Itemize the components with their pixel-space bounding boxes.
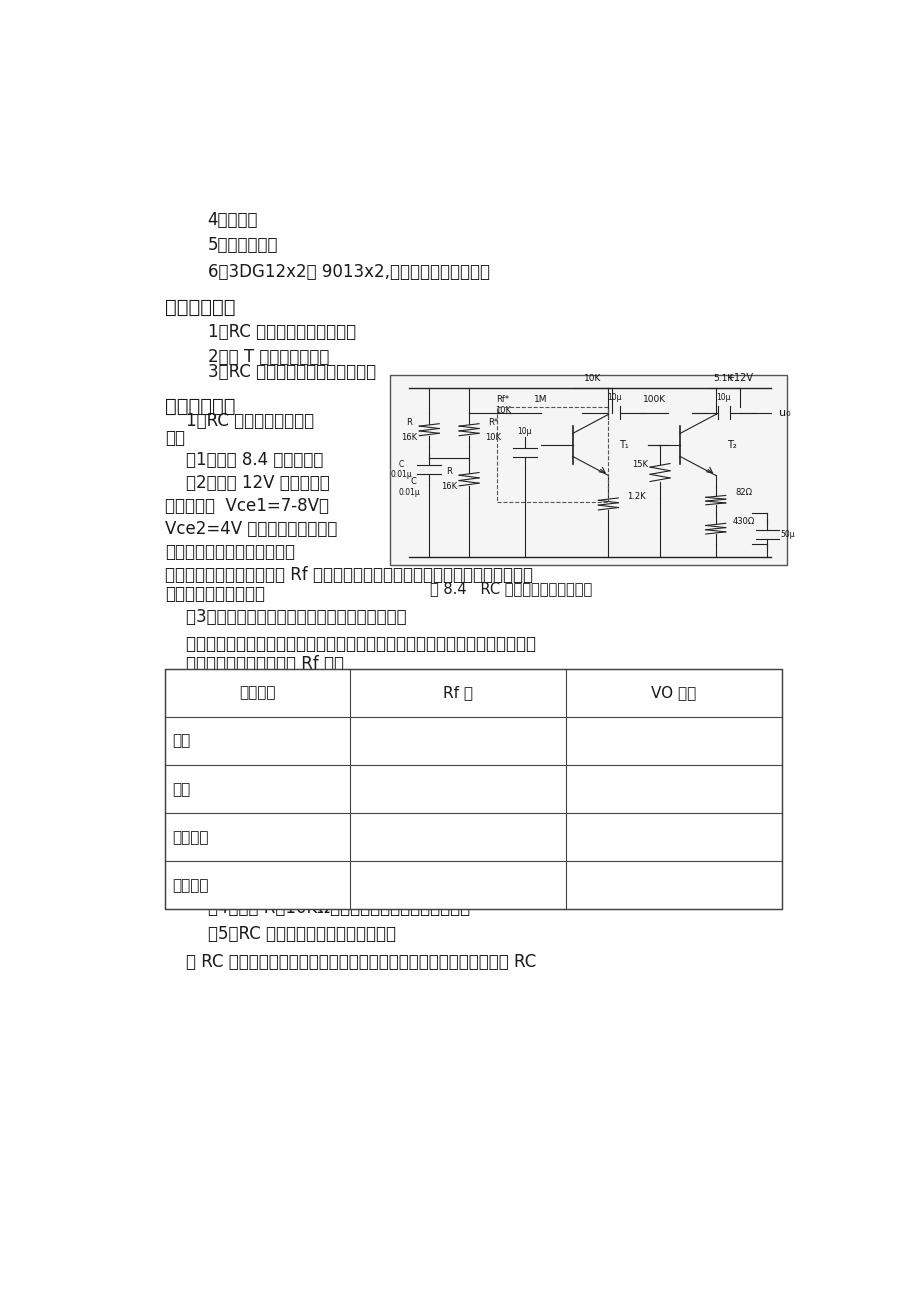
Text: 10μ: 10μ bbox=[607, 393, 621, 402]
Text: （2）接通 12V 电源，调节: （2）接通 12V 电源，调节 bbox=[165, 474, 329, 492]
Text: R*: R* bbox=[487, 418, 497, 427]
Text: 82Ω: 82Ω bbox=[734, 488, 751, 497]
Text: 10K: 10K bbox=[583, 373, 600, 382]
Bar bbox=[165, 669, 781, 909]
Text: 有无振荡输出。若无输出或振: 有无振荡输出。若无输出或振 bbox=[165, 543, 295, 561]
Text: （3）观察负反馈强弱对振荡器输出波形的影响。: （3）观察负反馈强弱对振荡器输出波形的影响。 bbox=[165, 608, 406, 626]
Text: （4）改变 R（10KΩ）值，观察振荡频率变化情况；: （4）改变 R（10KΩ）值，观察振荡频率变化情况； bbox=[208, 899, 470, 917]
Text: 6、3DG12x2或 9013x2,电阻、电容、电位器等: 6、3DG12x2或 9013x2,电阻、电容、电位器等 bbox=[208, 263, 489, 281]
Text: 16K: 16K bbox=[440, 483, 457, 492]
Text: +12V: +12V bbox=[725, 373, 753, 384]
Text: VO 波形: VO 波形 bbox=[651, 686, 696, 700]
Text: 10μ: 10μ bbox=[716, 393, 731, 402]
Text: 逐渐改变负反馈量，观察负反馈强弱程度对输出波形的影响，并同时记录观察到: 逐渐改变负反馈量，观察负反馈强弱程度对输出波形的影响，并同时记录观察到 bbox=[165, 635, 536, 653]
Text: 幅值增加: 幅值增加 bbox=[172, 830, 209, 844]
Text: 的波形变化情况及相应的 Rf 值。: 的波形变化情况及相应的 Rf 值。 bbox=[165, 654, 344, 673]
Text: 将 RC 串并联网络与放大电路断开，用函数信号发生器的正弦信号注入 RC: 将 RC 串并联网络与放大电路断开，用函数信号发生器的正弦信号注入 RC bbox=[165, 952, 536, 971]
Text: 图 8.4   RC 串并联选频网络振荡器: 图 8.4 RC 串并联选频网络振荡器 bbox=[429, 580, 591, 596]
Text: 5.1K: 5.1K bbox=[713, 373, 733, 382]
Text: 荡器输出波形失真，则调节 Rf 以改变负反馈量至波形不失真。并测量电压放大倍: 荡器输出波形失真，则调节 Rf 以改变负反馈量至波形不失真。并测量电压放大倍 bbox=[165, 566, 532, 584]
Text: 0.01μ: 0.01μ bbox=[398, 488, 420, 497]
Text: 荡器: 荡器 bbox=[165, 428, 185, 446]
Text: （1）按图 8.4 组接线路；: （1）按图 8.4 组接线路； bbox=[165, 450, 323, 468]
Text: 10μ: 10μ bbox=[517, 427, 531, 436]
Text: 10K: 10K bbox=[484, 433, 501, 442]
Text: 4、频率计: 4、频率计 bbox=[208, 211, 258, 229]
Text: 波形失真: 波形失真 bbox=[172, 878, 209, 892]
Text: 1.2K: 1.2K bbox=[626, 492, 645, 501]
Text: 电阻，使得  Vce1=7-8V，: 电阻，使得 Vce1=7-8V， bbox=[165, 497, 329, 515]
Text: u₀: u₀ bbox=[778, 407, 790, 418]
Text: 10K: 10K bbox=[494, 406, 510, 415]
Text: R: R bbox=[406, 418, 412, 427]
Text: 四、实验内容: 四、实验内容 bbox=[165, 298, 235, 317]
Text: 430Ω: 430Ω bbox=[732, 516, 754, 526]
Text: Rf*: Rf* bbox=[495, 394, 509, 403]
Text: 实验现象: 实验现象 bbox=[239, 686, 276, 700]
Text: 五、实验步骤: 五、实验步骤 bbox=[165, 397, 235, 415]
Text: （5）RC 串并联网络幅频特性的观察。: （5）RC 串并联网络幅频特性的观察。 bbox=[208, 925, 395, 943]
Text: 起振: 起振 bbox=[172, 782, 190, 796]
Text: 16K: 16K bbox=[401, 433, 417, 442]
Text: 2、双 T 选频网络振荡器: 2、双 T 选频网络振荡器 bbox=[208, 349, 329, 367]
Bar bbox=[389, 375, 787, 565]
Text: 5、直流电压表: 5、直流电压表 bbox=[208, 237, 278, 254]
Text: 3、RC 移相式振荡器的组装与调试: 3、RC 移相式振荡器的组装与调试 bbox=[208, 363, 375, 381]
Text: 1M: 1M bbox=[533, 394, 547, 403]
Text: 15K: 15K bbox=[631, 461, 648, 470]
Text: 1、RC 串并联选频网络振荡器: 1、RC 串并联选频网络振荡器 bbox=[208, 324, 356, 341]
Text: T₁: T₁ bbox=[618, 440, 629, 450]
Text: C: C bbox=[410, 476, 416, 485]
Text: 100K: 100K bbox=[641, 394, 665, 403]
Text: Vce2=4V 左右。用示波器观察: Vce2=4V 左右。用示波器观察 bbox=[165, 520, 337, 537]
Text: 数及电路静态工作点。: 数及电路静态工作点。 bbox=[165, 585, 265, 602]
Text: R: R bbox=[446, 467, 451, 476]
Text: 50μ: 50μ bbox=[779, 530, 794, 539]
Text: 停振: 停振 bbox=[172, 734, 190, 748]
Text: T₂: T₂ bbox=[726, 440, 736, 450]
Text: 1、RC 串并联选频网络振: 1、RC 串并联选频网络振 bbox=[165, 411, 313, 429]
Text: C
0.01μ: C 0.01μ bbox=[391, 461, 412, 479]
Text: Rf 值: Rf 值 bbox=[442, 686, 472, 700]
Bar bbox=[496, 407, 607, 502]
